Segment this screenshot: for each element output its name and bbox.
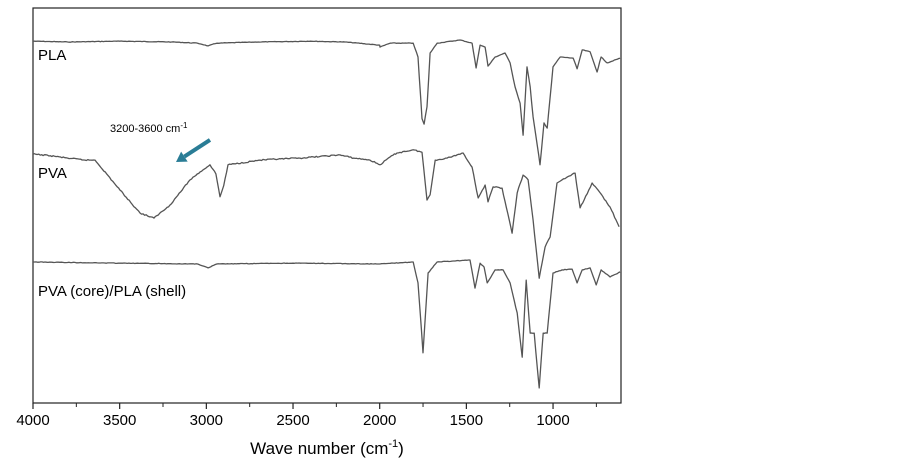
x-tick-label: 3000 <box>190 412 223 429</box>
series-line-pva <box>32 149 620 279</box>
series-label-core-shell: PVA (core)/PLA (shell) <box>38 283 186 300</box>
x-tick-label: 1000 <box>536 412 569 429</box>
annotation-text: 3200-3600 cm <box>110 123 180 135</box>
x-tick-label: 2000 <box>363 412 396 429</box>
x-axis-title: Wave number (cm-1) <box>250 438 404 458</box>
series-label-pla: PLA <box>38 47 66 64</box>
annotation-arrow-icon <box>176 138 212 163</box>
arrow-shaft <box>183 138 212 159</box>
x-tick-label: 4000 <box>16 412 49 429</box>
series-line-core-shell <box>33 259 621 389</box>
plot-frame <box>32 7 622 404</box>
series-label-pva: PVA <box>38 165 67 182</box>
annotation-superscript: -1 <box>180 121 188 130</box>
x-axis-title-end: ) <box>398 439 404 458</box>
annotation-label: 3200-3600 cm-1 <box>110 121 188 135</box>
x-tick-label: 1500 <box>450 412 483 429</box>
x-axis-ticks: 4000 3500 3000 2500 2000 1500 1000 <box>16 403 597 429</box>
x-tick-label: 2500 <box>276 412 309 429</box>
arrow-head <box>176 151 188 163</box>
series-line-pla <box>33 39 621 166</box>
x-axis-title-main: Wave number (cm <box>250 439 388 458</box>
spectra <box>32 39 621 389</box>
x-tick-label: 3500 <box>103 412 136 429</box>
x-axis-title-sup: -1 <box>388 438 398 450</box>
